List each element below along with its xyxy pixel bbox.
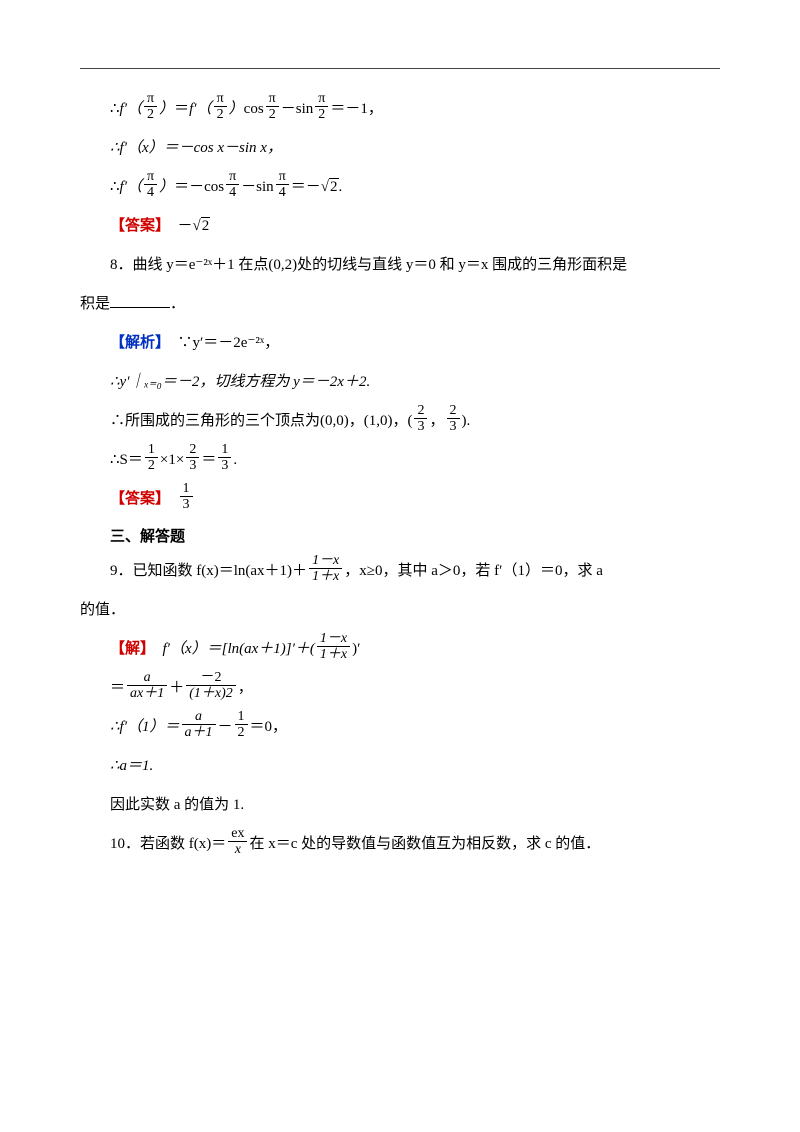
period: . <box>233 452 237 468</box>
q10-b: 在 x＝c 处的导数值与函数值互为相反数，求 c 的值． <box>249 836 600 852</box>
text: ∴f′（x）＝－cos x－sin x， <box>110 140 282 156</box>
q8-end: ． <box>170 296 185 312</box>
times: ×1× <box>160 452 184 468</box>
eq-negcos: ＝－cos <box>174 179 224 195</box>
frac-1mx-icon: 1－x1＋x <box>317 631 350 663</box>
comma: ， <box>429 413 444 429</box>
worked-step-1: ∴f′（π2）＝f′（π2）cosπ2－sinπ2＝－1， <box>80 90 720 129</box>
pi-over-2-icon: π2 <box>266 91 279 123</box>
comma: ， <box>238 680 253 696</box>
eq-neg: ＝－ <box>291 179 321 195</box>
solution-9-step-2: ＝aax＋1＋－2(1＋x)2， <box>80 669 720 708</box>
q9-b: ，x≥0，其中 a＞0，若 f′（1）＝0，求 a <box>344 563 603 579</box>
period: . <box>339 179 343 195</box>
pi-over-4-icon: π4 <box>144 169 157 201</box>
solution-8-step-1: 【解析】 ∵y′＝－2e⁻²ˣ， <box>80 324 720 363</box>
pi-over-2-icon: π2 <box>315 91 328 123</box>
solution-9-step-4: ∴a＝1. <box>80 747 720 786</box>
pi-over-2-icon: π2 <box>214 91 227 123</box>
question-10: 10．若函数 f(x)＝exx在 x＝c 处的导数值与函数值互为相反数，求 c … <box>80 825 720 864</box>
solution-8-step-2: ∴y′｜ₓ₌₀＝－2，切线方程为 y＝－2x＋2. <box>80 363 720 402</box>
worked-step-3: ∴f′（π4）＝－cosπ4－sinπ4＝－2. <box>80 168 720 207</box>
answer-2: 【答案】 13 <box>80 480 720 519</box>
minus: － <box>218 719 233 735</box>
therefore: ∴ <box>110 179 120 195</box>
q8-text: 8．曲线 y＝e⁻²ˣ＋1 在点(0,2)处的切线与直线 y＝0 和 y＝x 围… <box>110 257 627 273</box>
solution-8-step-4: ∴S＝12×1×23＝13. <box>80 441 720 480</box>
prime: )′ <box>352 641 360 657</box>
minus-sin: －sin <box>241 179 274 195</box>
two-thirds-icon: 23 <box>414 403 427 435</box>
one-third-icon: 13 <box>180 481 193 513</box>
fn: f′（ <box>120 179 142 195</box>
close-paren: ). <box>462 413 471 429</box>
eq: ＝ <box>174 101 189 117</box>
text: 因此实数 a 的值为 1. <box>110 797 244 813</box>
q9-c: 的值． <box>80 602 125 618</box>
question-8-line2: 积是． <box>80 285 720 324</box>
answer-1: 【答案】 －2 <box>80 207 720 246</box>
two-thirds-icon: 23 <box>447 403 460 435</box>
sqrt2-icon: 2 <box>321 168 339 207</box>
header-rule <box>80 68 720 69</box>
eq0: ＝0， <box>250 719 288 735</box>
fprime1: ∴f′（1）＝ <box>110 719 180 735</box>
solve-label: 【解】 <box>110 641 148 657</box>
solution-8-step-3: ∴所围成的三角形的三个顶点为(0,0)，(1,0)，(23，23). <box>80 402 720 441</box>
answer-label: 【答案】 <box>110 491 163 507</box>
fn: f′（ <box>120 101 142 117</box>
question-9: 9．已知函数 f(x)＝ln(ax＋1)＋1－x1＋x，x≥0，其中 a＞0，若… <box>80 552 720 591</box>
close: ） <box>159 179 174 195</box>
one-half-icon: 12 <box>145 442 158 474</box>
text: ∵y′＝－2e⁻²ˣ， <box>163 335 280 351</box>
pi-over-2-icon: π2 <box>144 91 157 123</box>
solution-label: 【解析】 <box>110 335 163 351</box>
q10-a: 10．若函数 f(x)＝ <box>110 836 226 852</box>
answer-value: － <box>163 218 193 234</box>
text: ∴a＝1. <box>110 758 153 774</box>
pi-over-4-icon: π4 <box>276 169 289 201</box>
solution-9-step-5: 因此实数 a 的值为 1. <box>80 786 720 825</box>
eq2: ＝ <box>201 452 216 468</box>
space <box>163 491 178 507</box>
one-third-icon: 13 <box>218 442 231 474</box>
question-9-line2: 的值． <box>80 591 720 630</box>
close: ） <box>159 101 174 117</box>
fill-blank <box>110 292 170 308</box>
sqrt2-icon: 2 <box>193 207 211 246</box>
plus: ＋ <box>169 680 184 696</box>
solution-9-step-3: ∴f′（1）＝aa＋1－12＝0， <box>80 708 720 747</box>
fn2: f′（ <box>189 101 211 117</box>
frac-ex-over-x-icon: exx <box>228 826 247 858</box>
one-half-icon: 12 <box>235 709 248 741</box>
text: ∴ <box>110 101 120 117</box>
two-thirds-icon: 23 <box>186 442 199 474</box>
cos: cos <box>244 101 264 117</box>
frac-neg2-over-sq-icon: －2(1＋x)2 <box>186 670 236 702</box>
question-8: 8．曲线 y＝e⁻²ˣ＋1 在点(0,2)处的切线与直线 y＝0 和 y＝x 围… <box>80 246 720 285</box>
pi-over-4-icon: π4 <box>226 169 239 201</box>
eq-neg1: ＝－1， <box>330 101 383 117</box>
text: f′（x）＝[ln(ax＋1)]′＋( <box>148 641 315 657</box>
answer-label: 【答案】 <box>110 218 163 234</box>
solution-9-step-1: 【解】 f′（x）＝[ln(ax＋1)]′＋(1－x1＋x)′ <box>80 630 720 669</box>
frac-a-over-axp1-icon: aax＋1 <box>127 670 167 702</box>
section-3-heading: 三、解答题 <box>80 525 720 546</box>
worked-step-2: ∴f′（x）＝－cos x－sin x， <box>80 129 720 168</box>
q9-a: 9．已知函数 f(x)＝ln(ax＋1)＋ <box>110 563 307 579</box>
text-a: ∴所围成的三角形的三个顶点为(0,0)，(1,0)，( <box>110 413 412 429</box>
text: ∴y′｜ₓ₌₀＝－2，切线方程为 y＝－2x＋2. <box>110 374 370 390</box>
close2: ） <box>229 101 244 117</box>
s-eq: ∴S＝ <box>110 452 143 468</box>
minus-sin: －sin <box>281 101 314 117</box>
eq: ＝ <box>110 680 125 696</box>
frac-1mx-icon: 1－x1＋x <box>309 553 342 585</box>
frac-a-over-ap1-icon: aa＋1 <box>182 709 216 741</box>
